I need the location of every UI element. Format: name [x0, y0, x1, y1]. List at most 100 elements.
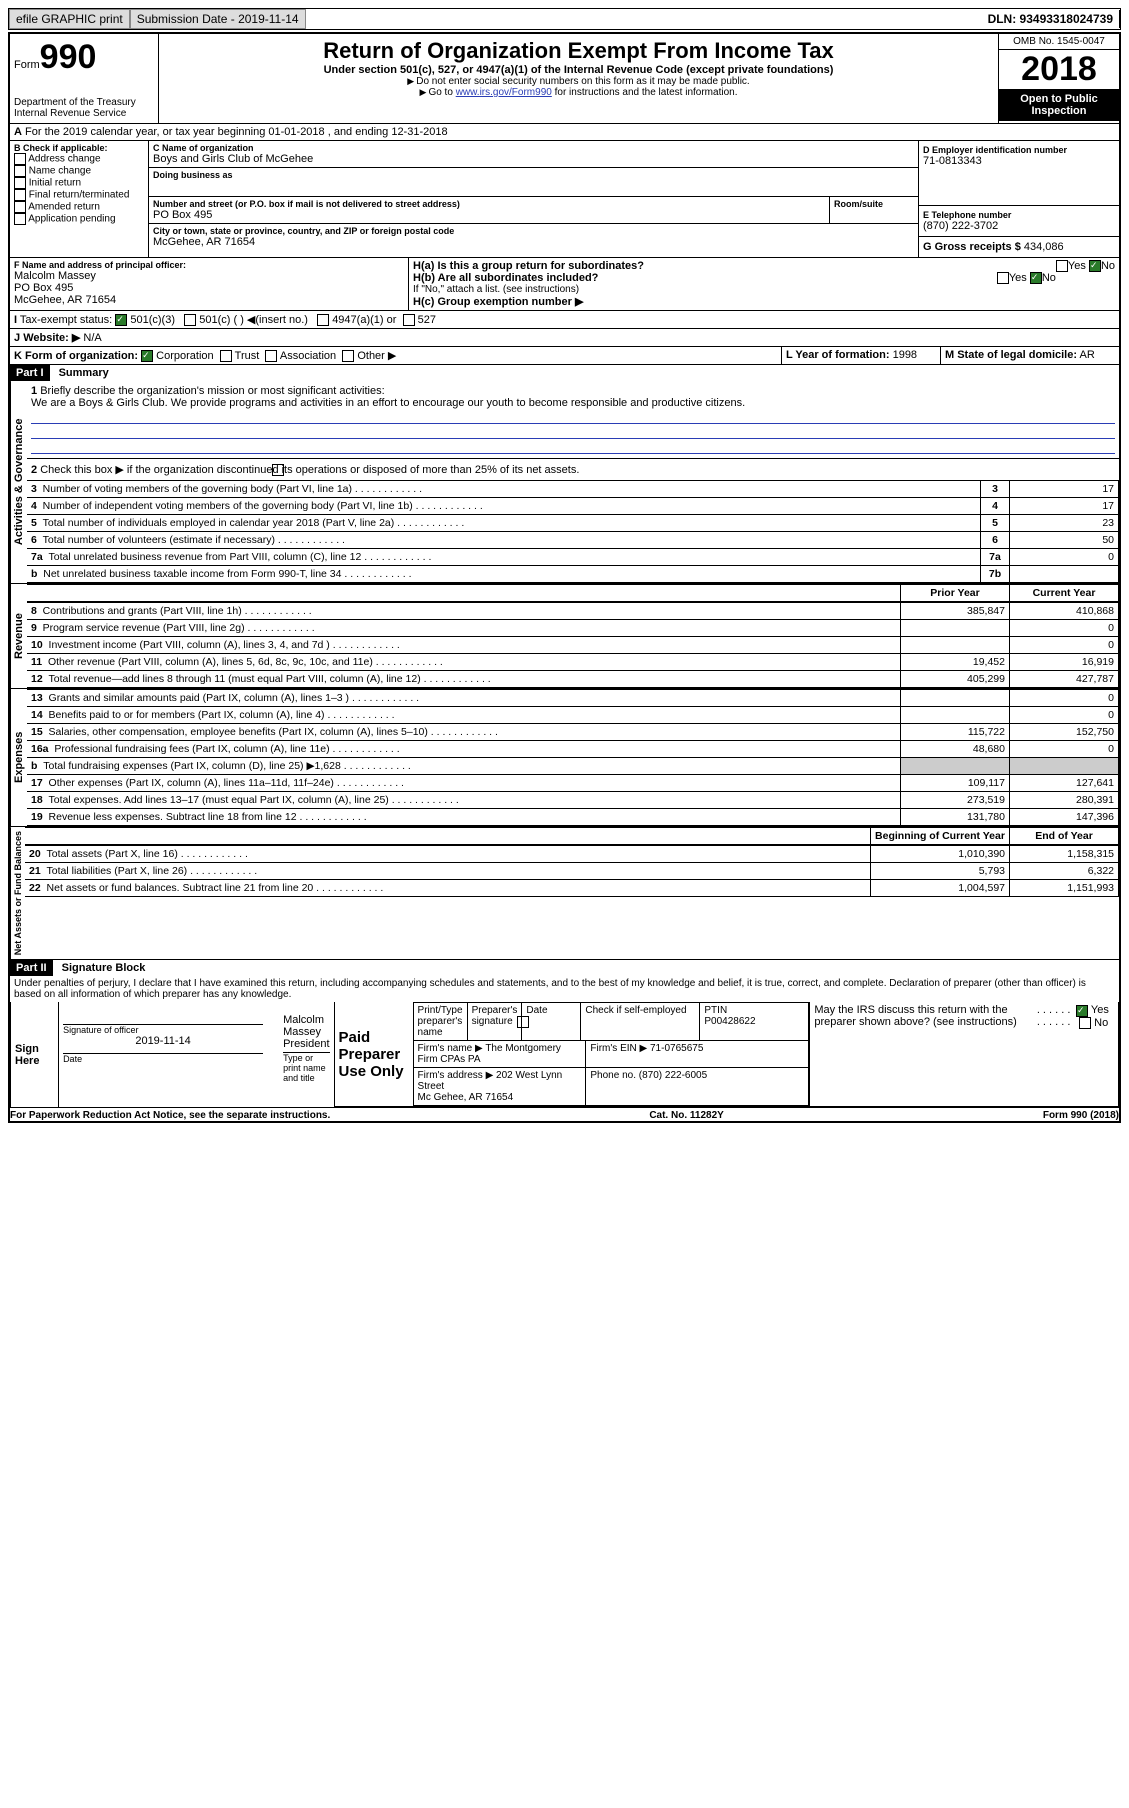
form-title: Return of Organization Exempt From Incom… [163, 38, 994, 64]
trust-label: Trust [235, 350, 260, 362]
box-g-label: G Gross receipts $ [923, 241, 1021, 253]
box-k-label: K Form of organization: [14, 350, 138, 362]
expenses-label: Expenses [10, 689, 27, 826]
prep-sig-label: Preparer's signature [468, 1002, 523, 1040]
prep-date-label: Date [522, 1002, 581, 1040]
part-i-header: Part I [10, 365, 50, 381]
4947-label: 4947(a)(1) or [332, 314, 396, 326]
part-i-title: Summary [53, 365, 115, 381]
form-label: Form [14, 59, 40, 71]
form-container: Form990 Department of the Treasury Inter… [8, 32, 1121, 1123]
mission-text: We are a Boys & Girls Club. We provide p… [31, 397, 745, 409]
website: N/A [83, 332, 101, 344]
firm-addr2: Mc Gehee, AR 71654 [418, 1092, 514, 1103]
sig-date: 2019-11-14 [63, 1035, 263, 1051]
part-ii-header: Part II [10, 960, 53, 976]
prior-year-hdr: Prior Year [901, 585, 1010, 602]
self-emp-label: Check if self-employed [585, 1005, 686, 1016]
gross-receipts: 434,086 [1024, 241, 1064, 253]
telephone: (870) 222-3702 [923, 220, 1115, 232]
year-formation: 1998 [893, 349, 917, 361]
ptin-label: PTIN [704, 1005, 727, 1016]
dln-label: DLN: 93493318024739 [982, 10, 1120, 28]
no-label-2: No [1042, 272, 1056, 284]
tax-year: 2018 [999, 50, 1119, 89]
q1-num: 1 [31, 385, 37, 397]
discuss-yes: Yes [1091, 1004, 1109, 1016]
goto-post: for instructions and the latest informat… [552, 87, 738, 98]
corp-label: Corporation [156, 350, 213, 362]
yes-label: Yes [1068, 260, 1086, 272]
part-ii-title: Signature Block [56, 960, 152, 976]
box-c-name-label: C Name of organization [153, 143, 914, 153]
501c3-check[interactable] [115, 314, 127, 326]
form-footer: Form 990 (2018) [1043, 1110, 1119, 1121]
discuss-text: May the IRS discuss this return with the… [814, 1004, 1036, 1104]
other-label: Other ▶ [357, 350, 396, 362]
h-b-note: If "No," attach a list. (see instruction… [413, 284, 1115, 295]
discuss-yes-check[interactable] [1076, 1005, 1088, 1017]
h-c: H(c) Group exemption number ▶ [413, 296, 583, 308]
officer-name-title: Malcolm Massey President [283, 1014, 329, 1050]
h-b: H(b) Are all subordinates included? [413, 272, 598, 284]
city-label: City or town, state or province, country… [153, 226, 914, 236]
ha-no-check[interactable] [1089, 260, 1101, 272]
checkbox[interactable] [14, 213, 26, 225]
firm-ein-label: Firm's EIN ▶ [590, 1043, 647, 1054]
city-state-zip: McGehee, AR 71654 [153, 236, 914, 248]
open-inspection: Open to Public Inspection [999, 89, 1119, 121]
room-label: Room/suite [829, 197, 918, 223]
sig-officer-label: Signature of officer [63, 1024, 263, 1035]
firm-addr-label: Firm's address ▶ [418, 1070, 494, 1081]
corp-check[interactable] [141, 350, 153, 362]
box-j-label: Website: ▶ [23, 332, 80, 344]
street-address: PO Box 495 [153, 209, 825, 221]
sign-here-label: Sign Here [11, 1002, 58, 1107]
501c3-label: 501(c)(3) [130, 314, 175, 326]
name-title-label: Type or print name and title [283, 1052, 329, 1083]
submission-date-button[interactable]: Submission Date - 2019-11-14 [130, 9, 306, 29]
checkbox[interactable] [14, 153, 26, 165]
officer-addr1: PO Box 495 [14, 282, 404, 294]
discuss-no: No [1094, 1017, 1108, 1029]
officer-addr2: McGehee, AR 71654 [14, 294, 404, 306]
hb-no-check[interactable] [1030, 272, 1042, 284]
ein: 71-0813343 [923, 155, 1115, 167]
penalties-text: Under penalties of perjury, I declare th… [10, 976, 1119, 1002]
efile-button[interactable]: efile GRAPHIC print [9, 9, 130, 29]
dba-label: Doing business as [153, 170, 914, 180]
box-m-label: M State of legal domicile: [945, 349, 1077, 361]
ptin: P00428622 [704, 1016, 755, 1027]
goto-pre: Go to [428, 87, 455, 98]
officer-name: Malcolm Massey [14, 270, 404, 282]
line-a: A For the 2019 calendar year, or tax yea… [10, 124, 1119, 140]
box-e-label: E Telephone number [923, 210, 1115, 220]
box-d-label: D Employer identification number [923, 145, 1115, 155]
form-990: 990 [40, 38, 97, 76]
top-toolbar: efile GRAPHIC print Submission Date - 20… [8, 8, 1121, 30]
phone-label: Phone no. [590, 1070, 636, 1081]
firm-name-label: Firm's name ▶ [418, 1043, 483, 1054]
sig-date-label: Date [63, 1053, 263, 1064]
box-f-label: F Name and address of principal officer: [14, 260, 404, 270]
assoc-label: Association [280, 350, 336, 362]
no-label: No [1101, 260, 1115, 272]
prep-name-label: Print/Type preparer's name [414, 1002, 468, 1040]
checkbox[interactable] [14, 201, 26, 213]
checkbox[interactable] [14, 165, 26, 177]
checkbox[interactable] [14, 177, 26, 189]
current-year-hdr: Current Year [1010, 585, 1119, 602]
form-number-box: Form990 Department of the Treasury Inter… [10, 34, 159, 123]
h-a: H(a) Is this a group return for subordin… [413, 260, 644, 272]
boy-hdr: Beginning of Current Year [871, 828, 1010, 845]
checkbox[interactable] [14, 189, 26, 201]
box-i-label: Tax-exempt status: [20, 314, 112, 326]
irs-link[interactable]: www.irs.gov/Form990 [456, 87, 552, 98]
subtitle-2: Do not enter social security numbers on … [163, 76, 994, 87]
paid-preparer-label: Paid Preparer Use Only [335, 1002, 413, 1106]
eoy-hdr: End of Year [1010, 828, 1119, 845]
revenue-label: Revenue [10, 584, 27, 688]
irs-label: Internal Revenue Service [14, 108, 154, 119]
state-domicile: AR [1079, 349, 1094, 361]
activities-governance-label: Activities & Governance [10, 381, 27, 583]
